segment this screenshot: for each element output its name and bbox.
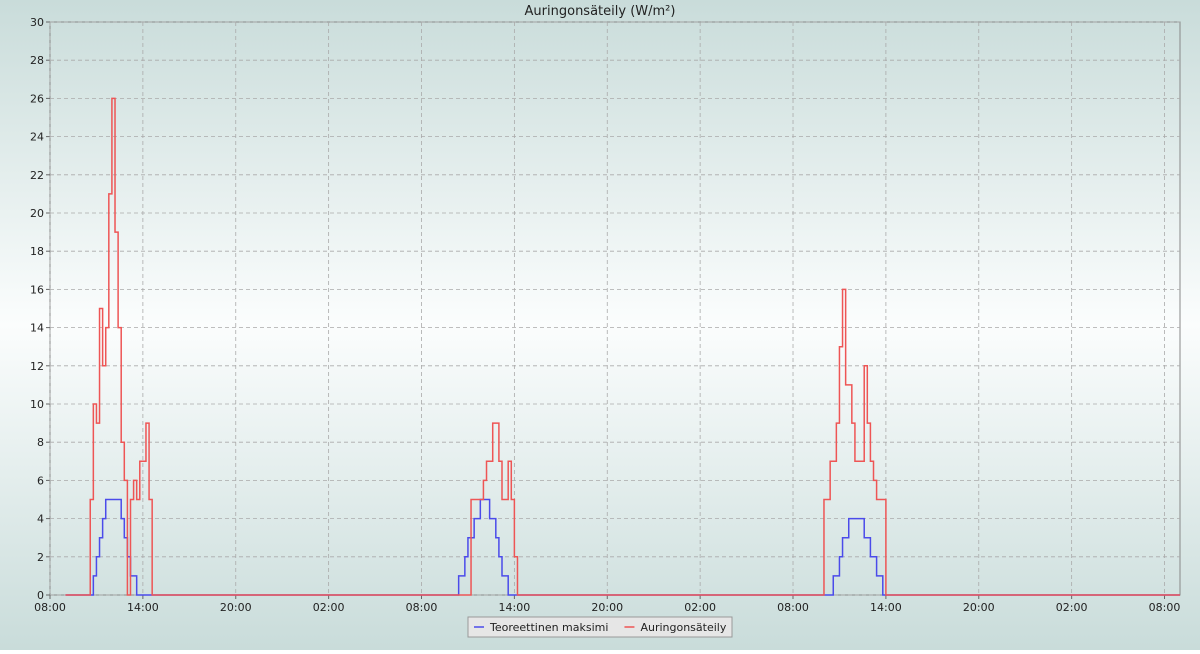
legend-label: Auringonsäteily [640, 621, 726, 634]
y-tick-label: 28 [30, 54, 44, 67]
chart-title: Auringonsäteily (W/m²) [525, 4, 676, 19]
y-tick-label: 26 [30, 92, 44, 105]
x-tick-label: 08:00 [34, 601, 66, 614]
x-tick-label: 08:00 [777, 601, 809, 614]
x-tick-label: 02:00 [1056, 601, 1088, 614]
y-tick-label: 12 [30, 360, 44, 373]
x-tick-label: 20:00 [591, 601, 623, 614]
x-tick-label: 20:00 [220, 601, 252, 614]
x-tick-label: 14:00 [127, 601, 159, 614]
x-tick-label: 02:00 [684, 601, 716, 614]
y-tick-label: 16 [30, 283, 44, 296]
y-tick-label: 8 [37, 436, 44, 449]
x-tick-label: 02:00 [313, 601, 345, 614]
legend-box [467, 616, 733, 638]
series-line [65, 97, 1180, 596]
y-tick-label: 6 [37, 474, 44, 487]
y-tick-label: 10 [30, 398, 44, 411]
x-tick-label: 20:00 [963, 601, 995, 614]
legend-label: Teoreettinen maksimi [489, 621, 608, 634]
x-tick-label: 14:00 [499, 601, 531, 614]
y-tick-label: 4 [37, 513, 44, 526]
y-tick-label: 20 [30, 207, 44, 220]
y-tick-label: 2 [37, 551, 44, 564]
y-tick-label: 30 [30, 16, 44, 29]
x-tick-label: 08:00 [406, 601, 438, 614]
y-tick-label: 18 [30, 245, 44, 258]
x-tick-label: 08:00 [1149, 601, 1181, 614]
y-tick-label: 24 [30, 131, 44, 144]
x-tick-label: 14:00 [870, 601, 902, 614]
y-tick-label: 22 [30, 169, 44, 182]
y-tick-label: 0 [37, 589, 44, 602]
y-tick-label: 14 [30, 322, 44, 335]
